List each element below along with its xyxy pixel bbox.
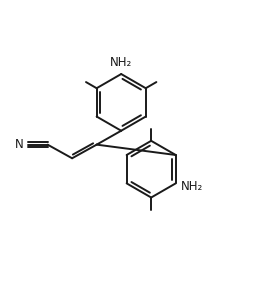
Text: NH₂: NH₂ xyxy=(181,180,203,192)
Text: N: N xyxy=(15,138,24,151)
Text: NH₂: NH₂ xyxy=(110,56,132,69)
